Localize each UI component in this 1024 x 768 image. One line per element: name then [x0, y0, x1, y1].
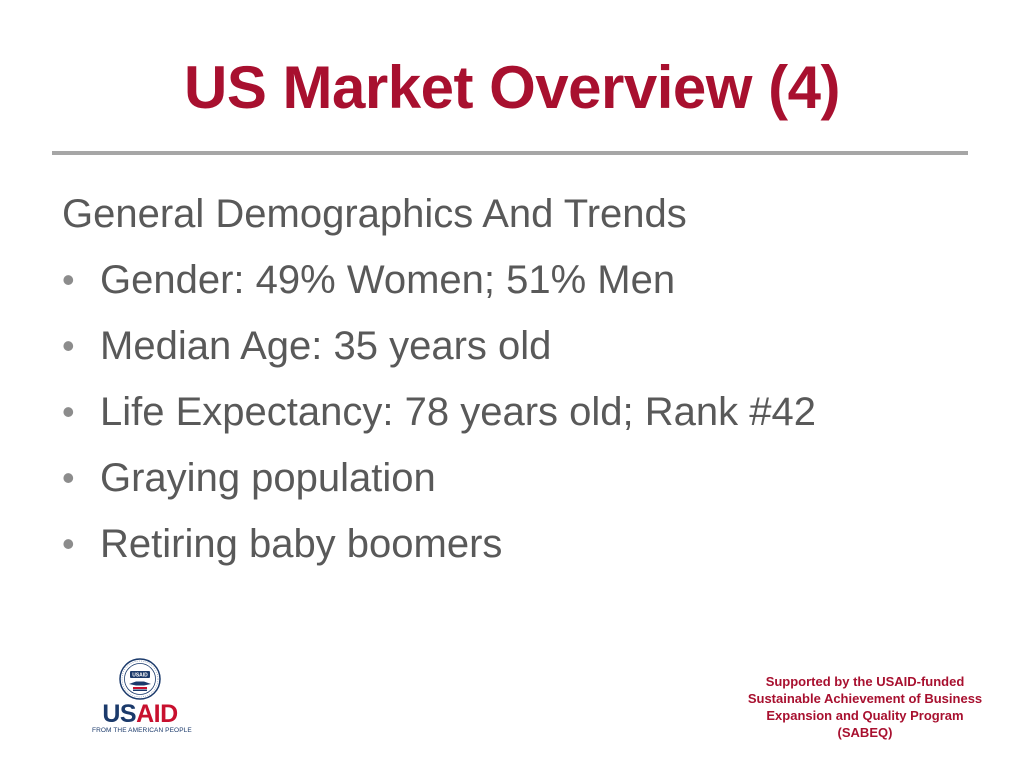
section-heading: General Demographics And Trends	[62, 192, 687, 236]
slide-title: US Market Overview (4)	[184, 54, 840, 121]
bullet-text: Gender: 49% Women; 51% Men	[100, 258, 676, 302]
usaid-tagline: FROM THE AMERICAN PEOPLE	[92, 727, 192, 734]
title-divider	[52, 151, 968, 155]
bullet-text: Median Age: 35 years old	[100, 324, 552, 368]
support-line: Supported by the USAID-funded	[765, 674, 965, 689]
usaid-seal-icon: USAID	[119, 658, 161, 700]
bullet-dot-icon: •	[62, 259, 75, 300]
bullet-text: Life Expectancy: 78 years old; Rank #42	[100, 390, 816, 434]
support-line: Expansion and Quality Program	[766, 708, 964, 723]
usaid-wordmark: USAID	[102, 700, 178, 728]
bullet-text: Retiring baby boomers	[100, 522, 503, 566]
support-note: Supported by the USAID-funded Sustainabl…	[742, 673, 988, 741]
bullet-dot-icon: •	[62, 523, 75, 564]
bullet-dot-icon: •	[62, 325, 75, 366]
support-line: Sustainable Achievement of Business	[747, 691, 983, 706]
bullet-dot-icon: •	[62, 391, 75, 432]
svg-text:USAID: USAID	[132, 673, 148, 679]
bullet-dot-icon: •	[62, 457, 75, 498]
usaid-logo: USAID USAID FROM THE AMERICAN PEOPLE	[92, 656, 192, 740]
bullet-text: Graying population	[100, 456, 436, 500]
support-line: (SABEQ)	[837, 725, 893, 740]
